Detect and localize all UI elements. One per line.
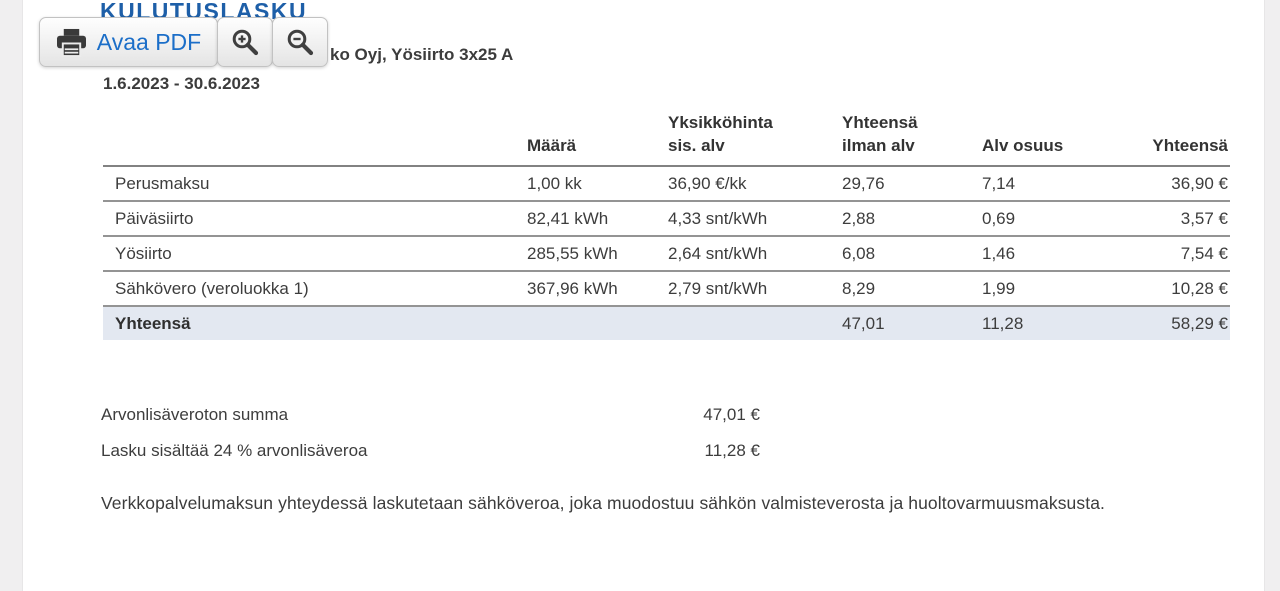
column-header-alv-osuus: Alv osuus: [982, 136, 1064, 155]
cell-yhteensa-ilman-alv: 47,01: [842, 313, 885, 333]
table-row: Yösiirto 285,55 kWh 2,64 snt/kWh 6,08 1,…: [103, 236, 1230, 271]
right-gutter: [1264, 0, 1280, 591]
cell-yhteensa-ilman-alv: 2,88: [842, 208, 876, 228]
total-label: Yhteensä: [115, 313, 191, 333]
cell-yksikkohinta: 2,64 snt/kWh: [668, 243, 768, 263]
cell-alv-osuus: 7,14: [982, 173, 1016, 193]
cell-yksikkohinta: [668, 306, 842, 340]
cell-yhteensa-ilman-alv: 8,29: [842, 278, 876, 298]
cell-maara: 1,00 kk: [527, 173, 582, 193]
magnifier-minus-icon: [286, 28, 314, 56]
column-header-yksikkohinta: Yksikköhinta sis. alv: [668, 113, 773, 155]
column-header-yhteensa: Yhteensä: [1152, 136, 1228, 155]
column-header-yhteensa-ilman-alv: Yhteensä ilman alv: [842, 113, 918, 155]
cell-maara: 285,55 kWh: [527, 243, 618, 263]
billing-period: 1.6.2023 - 30.6.2023: [103, 74, 260, 93]
left-gutter: [0, 0, 23, 591]
printer-icon: [56, 28, 87, 57]
cell-yksikkohinta: 2,79 snt/kWh: [668, 278, 768, 298]
summary-label-vat-free: Arvonlisäveroton summa: [101, 405, 289, 424]
cell-yhteensa: 58,29 €: [1171, 313, 1228, 333]
summary-value-vat-amount: 11,28 €: [704, 441, 760, 460]
table-row: Perusmaksu 1,00 kk 36,90 €/kk 29,76 7,14…: [103, 166, 1230, 201]
cell-alv-osuus: 1,99: [982, 278, 1016, 298]
cell-yksikkohinta: 4,33 snt/kWh: [668, 208, 768, 228]
cell-maara: 82,41 kWh: [527, 208, 609, 228]
cell-yhteensa: 3,57 €: [1180, 208, 1228, 228]
table-total-row: Yhteensä 47,01 11,28 58,29 €: [103, 306, 1230, 340]
column-header-maara: Määrä: [527, 136, 577, 155]
row-label: Perusmaksu: [115, 173, 210, 193]
cell-yhteensa: 36,90 €: [1171, 173, 1228, 193]
row-label: Yösiirto: [115, 243, 172, 263]
pdf-toolbar: Avaa PDF: [39, 17, 328, 67]
cell-yhteensa-ilman-alv: 29,76: [842, 173, 885, 193]
summary-label-vat-amount: Lasku sisältää 24 % arvonlisäveroa: [101, 441, 368, 460]
zoom-in-button[interactable]: [217, 17, 273, 67]
row-label: Sähkövero (veroluokka 1): [115, 278, 309, 298]
cell-yhteensa: 10,28 €: [1171, 278, 1228, 298]
cell-alv-osuus: 1,46: [982, 243, 1016, 263]
footnote-text: Verkkopalvelumaksun yhteydessä laskuteta…: [101, 493, 1106, 513]
column-header-item: [103, 111, 527, 166]
cell-yhteensa-ilman-alv: 6,08: [842, 243, 876, 263]
open-pdf-label: Avaa PDF: [96, 28, 202, 55]
meter-info-text: ko Oyj, Yösiirto 3x25 A: [330, 45, 514, 64]
cell-maara: [527, 306, 668, 340]
cell-maara: 367,96 kWh: [527, 278, 618, 298]
magnifier-plus-icon: [231, 28, 259, 56]
cell-yksikkohinta: 36,90 €/kk: [668, 173, 747, 193]
summary-value-vat-free: 47,01 €: [703, 405, 760, 424]
cell-yhteensa: 7,54 €: [1180, 243, 1228, 263]
table-row: Päiväsiirto 82,41 kWh 4,33 snt/kWh 2,88 …: [103, 201, 1230, 236]
consumption-table: Määrä Yksikköhinta sis. alv Yhteensä ilm…: [103, 111, 1230, 340]
cell-alv-osuus: 0,69: [982, 208, 1016, 228]
open-pdf-button[interactable]: Avaa PDF: [39, 17, 218, 67]
table-header-row: Määrä Yksikköhinta sis. alv Yhteensä ilm…: [103, 111, 1230, 166]
table-row: Sähkövero (veroluokka 1) 367,96 kWh 2,79…: [103, 271, 1230, 306]
cell-alv-osuus: 11,28: [982, 313, 1024, 333]
row-label: Päiväsiirto: [115, 208, 194, 228]
zoom-out-button[interactable]: [272, 17, 328, 67]
